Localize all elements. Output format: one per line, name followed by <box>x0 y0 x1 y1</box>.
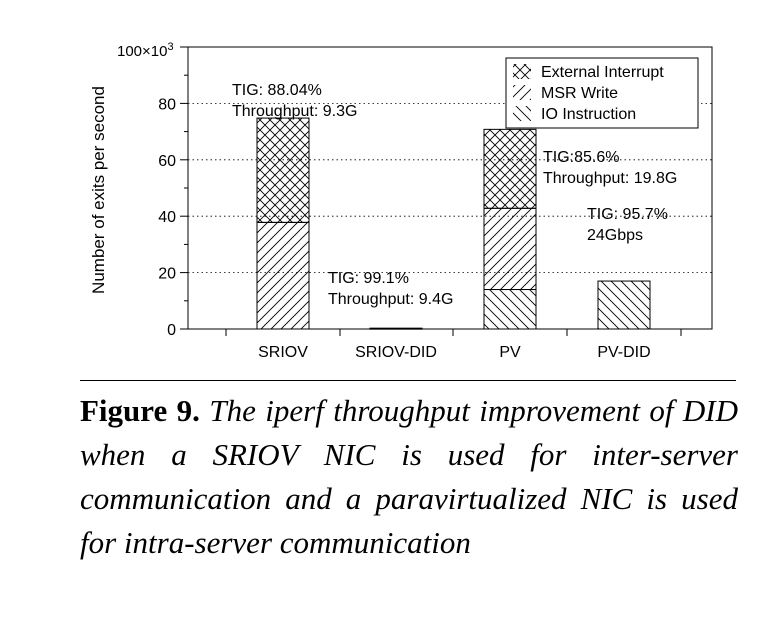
annotation-text: Throughput: 9.4G <box>328 291 453 308</box>
x-tick-label: PV <box>499 344 521 361</box>
annotation-text: Throughput: 9.3G <box>232 103 357 120</box>
legend-label: MSR Write <box>541 85 618 102</box>
bar-segment <box>483 128 537 209</box>
legend-swatch <box>513 85 531 100</box>
y-scale-base: 100×10 <box>117 43 167 60</box>
annotation-text: TIG: 88.04% <box>232 82 322 99</box>
annotation-text: TIG: 95.7% <box>587 206 668 223</box>
y-tick-label: 40 <box>158 209 176 226</box>
annotation-text: 24Gbps <box>587 227 643 244</box>
annotations: TIG: 88.04% Throughput: 9.3G TIG: 99.1% Thr… <box>232 82 677 308</box>
bar-segment <box>597 280 651 330</box>
y-scale-label: 100×103 <box>117 41 174 60</box>
annotation-text: Throughput: 19.8G <box>543 170 677 187</box>
bar-segment <box>256 221 310 330</box>
legend: External Interrupt MSR Write IO Instructio… <box>505 57 699 129</box>
caption-text: The iperf throughput improvement of DID … <box>80 393 739 560</box>
x-tick-label: SRIOV-DID <box>355 344 437 361</box>
figure-caption: Figure 9. The iperf throughput improveme… <box>80 389 738 565</box>
legend-box <box>505 57 699 129</box>
y-tick-label: 80 <box>158 96 176 113</box>
caption-label: Figure 9. <box>80 393 200 428</box>
y-scale-exponent: 3 <box>167 41 173 53</box>
bar-segment <box>256 117 310 223</box>
legend-swatch <box>513 64 531 79</box>
legend-swatch <box>513 106 531 121</box>
annotation-text: TIG:85.6% <box>543 149 619 166</box>
legend-label: External Interrupt <box>541 64 664 81</box>
y-axis-label: Number of exits per second <box>89 86 108 294</box>
y-tick-label: 20 <box>158 266 176 283</box>
axes: 0 20 40 60 80 SRIOV SRIOV-DID PV PV-DID <box>158 46 682 361</box>
x-tick-label: SRIOV <box>258 344 308 361</box>
annotation-text: TIG: 99.1% <box>328 270 409 287</box>
caption-divider <box>80 380 736 381</box>
x-tick-label: PV-DID <box>597 344 650 361</box>
bar-chart: 0 20 40 60 80 SRIOV SRIOV-DID PV PV-DID TIG: 88.… <box>89 41 713 361</box>
bar-segment <box>483 207 537 291</box>
y-tick-label: 0 <box>167 322 176 339</box>
legend-label: IO Instruction <box>541 106 636 123</box>
bar-segment <box>483 289 537 330</box>
y-tick-label: 60 <box>158 153 176 170</box>
bars <box>256 117 651 330</box>
